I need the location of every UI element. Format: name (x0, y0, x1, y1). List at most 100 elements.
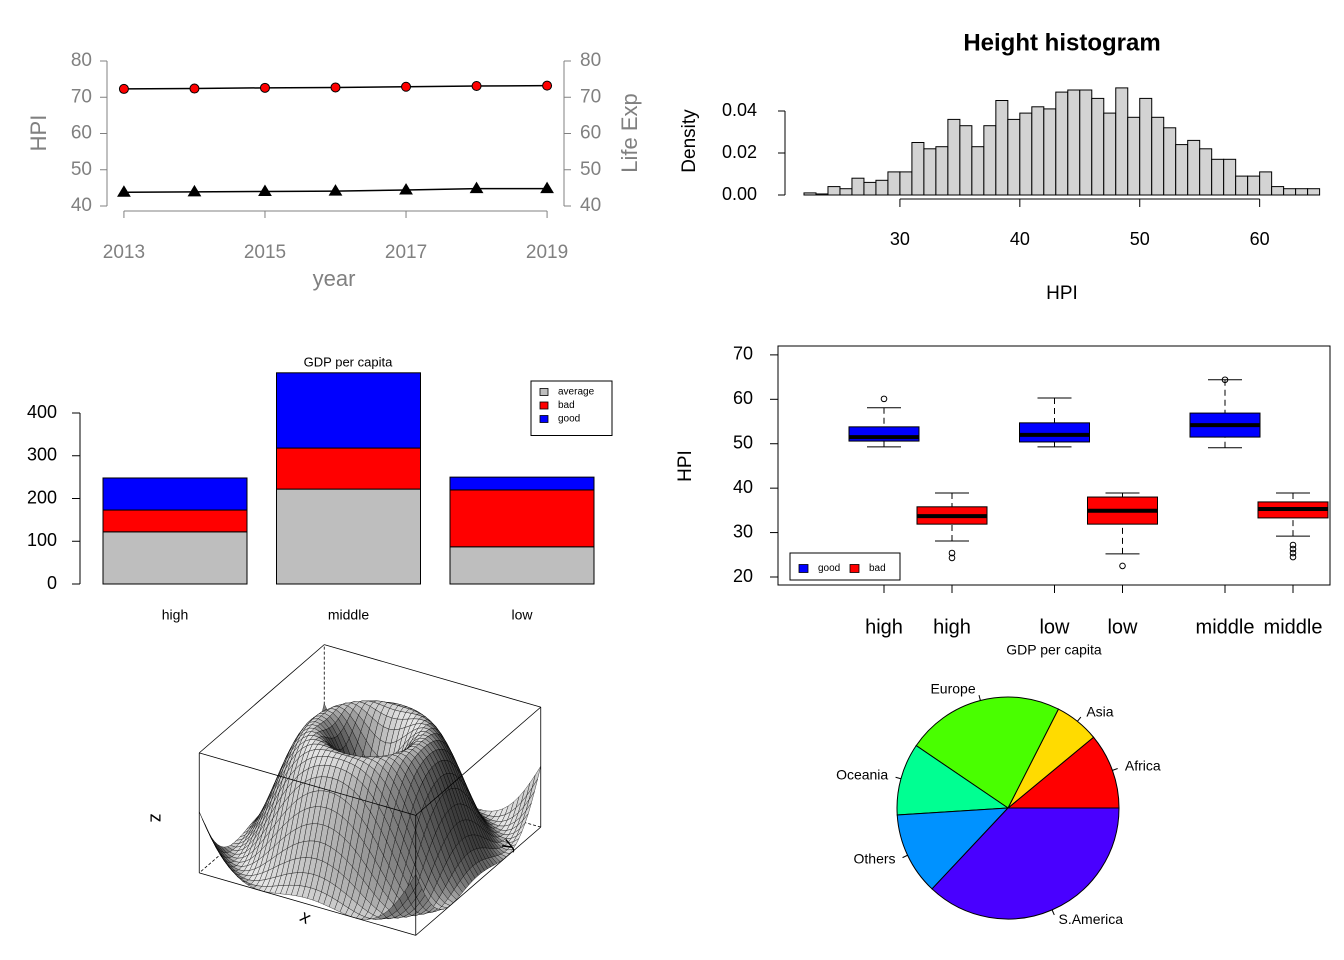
histogram-bar (995, 100, 1009, 196)
point-marker (259, 82, 270, 93)
pie-label: Africa (1125, 757, 1161, 773)
outlier (948, 549, 956, 557)
y2-tick-label: 70 (580, 86, 601, 107)
y2-tick-label: 60 (580, 123, 601, 144)
outlier (1289, 549, 1297, 557)
bar-segment (102, 531, 248, 585)
box-edge (415, 826, 542, 936)
histogram-bar (1019, 112, 1033, 196)
histogram-bar (1043, 108, 1057, 196)
legend-swatch (849, 564, 860, 573)
y2-tick-label: 80 (580, 50, 601, 71)
x-tick-label: low (1107, 616, 1138, 638)
x-axis-label: GDP per capita (1006, 642, 1102, 658)
chart-title: GDP per capita (304, 354, 393, 369)
histogram-bar (1067, 89, 1081, 196)
point-marker (399, 183, 413, 195)
histogram-bar (899, 171, 913, 196)
histogram-bar (1295, 188, 1309, 196)
y-tick-label: 300 (27, 445, 57, 465)
point-marker (258, 184, 272, 196)
y-tick-label: 400 (27, 402, 57, 422)
histogram-bar (923, 148, 937, 196)
x-tick-label: 40 (1010, 229, 1030, 249)
x-axis-label: HPI (1046, 283, 1078, 304)
label-tick (978, 694, 981, 701)
point-marker (469, 181, 484, 194)
histogram-bar (1091, 97, 1105, 196)
histogram-bar (1007, 118, 1021, 196)
legend-label: bad (869, 563, 886, 574)
x-tick-label: high (933, 616, 971, 638)
histogram-bar (827, 186, 841, 196)
bar-segment (276, 488, 421, 585)
pie-label: S.America (1058, 911, 1123, 927)
y-tick-label: 40 (733, 477, 753, 497)
histogram-bar (1055, 91, 1069, 196)
histogram-bar (887, 171, 901, 196)
y-tick-label: 0.04 (722, 100, 757, 120)
histogram-bar (1211, 158, 1225, 196)
y-axis-label: HPI (26, 115, 51, 152)
histogram-bar (1079, 89, 1093, 196)
y-tick-label: 0.00 (722, 184, 757, 204)
box-edge (199, 752, 416, 816)
z-axis-label: z (146, 814, 166, 823)
y2-tick-label: 40 (580, 195, 601, 216)
x-tick-label: 2019 (526, 242, 568, 263)
y-tick-label: 60 (733, 388, 753, 408)
histogram-bar (1115, 87, 1129, 196)
point-marker (542, 80, 553, 91)
x-tick-label: 30 (890, 229, 910, 249)
point-marker (187, 184, 202, 197)
outlier (1289, 553, 1297, 561)
outlier (1289, 541, 1297, 549)
point-marker (471, 81, 482, 92)
histogram-bar (911, 142, 925, 196)
bar-segment (276, 372, 421, 449)
y2-tick-label: 50 (580, 159, 601, 180)
histogram-bar (947, 118, 961, 196)
bar-segment (449, 546, 595, 585)
histogram-bar (1235, 175, 1249, 196)
y-tick-label: 30 (733, 521, 753, 541)
histogram-bar (1259, 171, 1273, 196)
histogram-bar (1247, 175, 1261, 196)
histogram-bar (983, 125, 997, 196)
histogram-bar (1307, 188, 1321, 196)
surface-facet (532, 766, 541, 788)
histogram-bar (1283, 188, 1297, 196)
legend-label: bad (558, 400, 575, 411)
bar-segment (449, 489, 595, 548)
x-tick-label: 60 (1250, 229, 1270, 249)
legend-label: good (818, 563, 840, 574)
x-tick-label: 2015 (244, 242, 286, 263)
y-tick-label: 0.02 (722, 142, 757, 162)
x-tick-label: 2017 (385, 242, 427, 263)
legend-swatch (539, 415, 549, 423)
histogram-bar (935, 146, 949, 196)
outlier (948, 554, 956, 562)
pie-label: Oceania (836, 766, 888, 782)
bar-segment (276, 447, 421, 490)
surface-facet (410, 873, 420, 891)
histogram-bar (1127, 116, 1141, 196)
x-tick-label: low (1039, 616, 1070, 638)
y-tick-label: 100 (27, 530, 57, 550)
y-tick-label: 40 (71, 195, 92, 216)
x-axis-label: year (313, 266, 356, 291)
point-marker (330, 82, 341, 93)
x-axis-label: x (297, 906, 315, 928)
bar-segment (102, 509, 248, 533)
histogram-bar (1175, 144, 1189, 196)
y-tick-label: 50 (733, 432, 753, 452)
histogram-bar (1151, 116, 1165, 196)
label-tick (895, 776, 902, 780)
surface-facet (211, 837, 221, 851)
box (1019, 422, 1090, 443)
histogram-bar (1199, 148, 1213, 196)
outlier (1119, 562, 1126, 570)
box-edge (199, 872, 416, 936)
point-marker (540, 181, 554, 194)
chart-title: Height histogram (963, 29, 1160, 56)
